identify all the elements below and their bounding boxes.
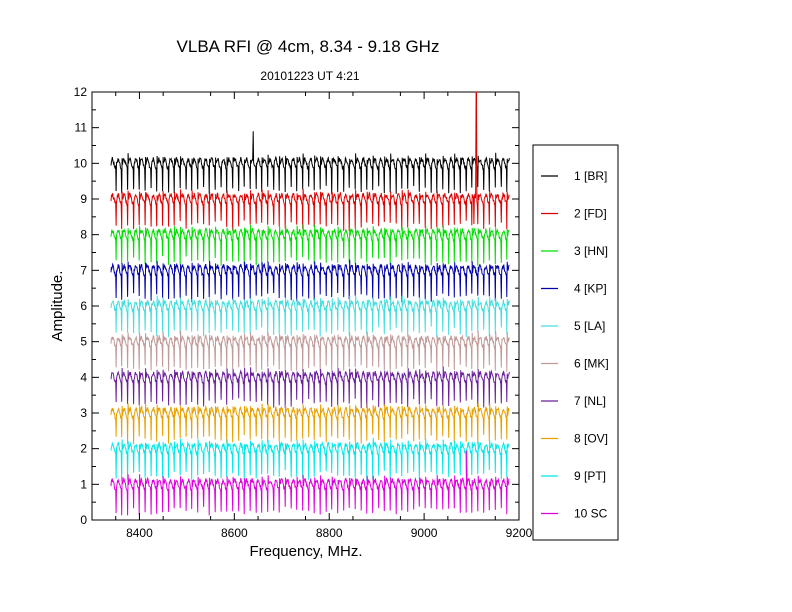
series-line-6 [110,330,510,373]
y-tick-label: 4 [80,370,87,384]
legend-label-6: 6 [MK] [574,357,609,371]
y-tick-label: 2 [80,442,87,456]
series-line-8 [110,403,510,445]
legend-label-4: 4 [KP] [574,282,607,296]
legend-label-9: 9 [PT] [574,469,606,483]
legend-label-8: 8 [OV] [574,432,608,446]
series-line-2 [110,91,510,232]
legend-label-1: 1 [BR] [574,169,607,183]
y-tick-label: 5 [80,335,87,349]
x-axis-label: Frequency, MHz. [249,543,362,560]
traces [110,91,510,516]
y-tick-label: 11 [75,121,88,135]
x-tick-label: 9000 [411,526,438,540]
series-line-7 [110,366,510,409]
y-axis-label: Amplitude. [49,271,66,342]
y-tick-label: 0 [80,513,87,527]
y-tick-label: 3 [80,406,87,420]
legend-label-7: 7 [NL] [574,394,606,408]
x-tick-label: 8800 [316,526,343,540]
series-line-4 [110,259,510,303]
x-tick-label: 9200 [506,526,533,540]
y-tick-label: 7 [80,263,87,277]
legend-label-5: 5 [LA] [574,319,605,333]
y-tick-label: 12 [74,85,88,99]
legend-label-2: 2 [FD] [574,207,607,221]
series-line-1 [110,131,510,195]
series-line-9 [110,438,510,481]
series-line-5 [110,295,510,338]
series-line-3 [110,223,510,266]
legend: 1 [BR] 2 [FD] 3 [HN] 4 [KP] 5 [LA] 6 [MK] 7 [N… [541,169,609,521]
chart-title: VLBA RFI @ 4cm, 8.34 - 9.18 GHz [177,37,440,56]
legend-label-10: 10 SC [574,507,608,521]
y-tick-label: 10 [74,156,88,170]
legend-label-3: 3 [HN] [574,244,608,258]
chart-subtitle: 20101223 UT 4:21 [260,69,360,83]
y-tick-label: 6 [80,299,87,313]
y-tick-label: 8 [80,228,87,242]
series-line-10 [110,450,510,516]
x-axis: 8400 8600 8800 9000 9200 [115,92,533,540]
y-tick-label: 9 [80,192,87,206]
x-tick-label: 8600 [221,526,248,540]
x-tick-label: 8400 [126,526,153,540]
legend-box [532,144,619,541]
y-tick-label: 1 [80,477,87,491]
